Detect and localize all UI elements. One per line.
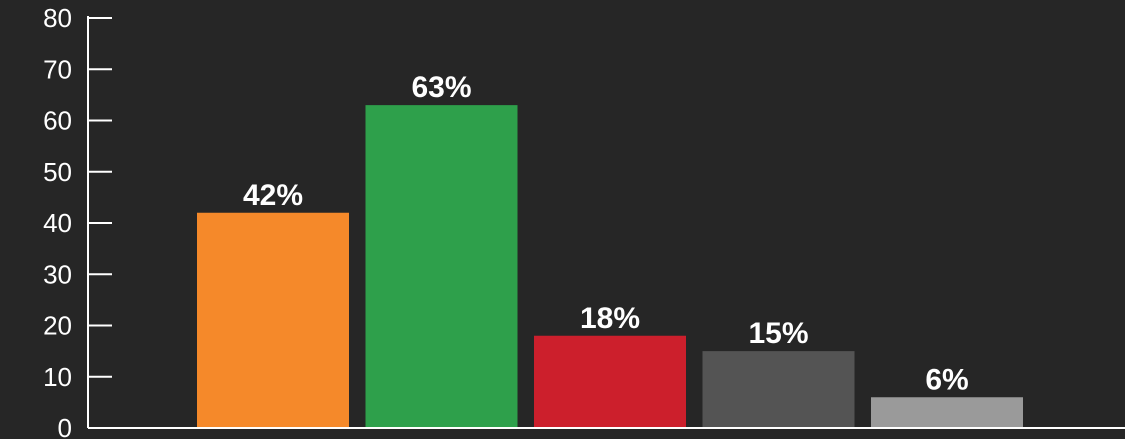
y-tick-label: 10 bbox=[43, 362, 72, 392]
y-tick-label: 40 bbox=[43, 208, 72, 238]
bar bbox=[871, 397, 1023, 428]
bar-value-label: 63% bbox=[411, 71, 471, 104]
bar-value-label: 15% bbox=[748, 317, 808, 350]
bar bbox=[365, 105, 518, 428]
y-tick-label: 60 bbox=[43, 106, 72, 136]
bar bbox=[197, 212, 349, 428]
bars bbox=[197, 105, 1023, 428]
y-tick-label: 20 bbox=[43, 311, 72, 341]
y-tick-label: 80 bbox=[43, 3, 72, 33]
y-tick-label: 70 bbox=[43, 54, 72, 84]
y-tick-label: 30 bbox=[43, 259, 72, 289]
bar-value-label: 18% bbox=[580, 302, 640, 335]
data-labels: 42% 63% 18% 15% 6% bbox=[243, 71, 969, 396]
bar-value-label: 6% bbox=[925, 363, 968, 396]
y-tick-label: 50 bbox=[43, 157, 72, 187]
y-axis-ticks: 0 10 20 30 40 50 60 70 80 bbox=[43, 3, 112, 439]
bar bbox=[534, 335, 686, 428]
bar bbox=[702, 351, 855, 428]
bar-value-label: 42% bbox=[243, 179, 303, 212]
y-tick-label: 0 bbox=[58, 413, 72, 439]
